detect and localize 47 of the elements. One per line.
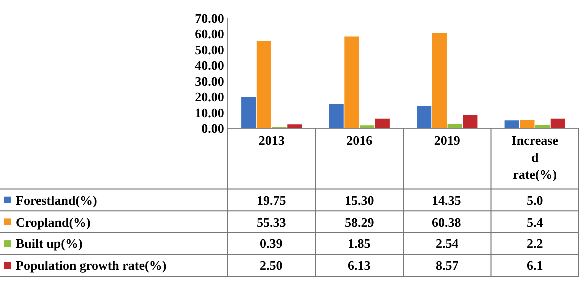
y-tick-label: 50.00: [195, 42, 224, 58]
y-tick-label: 60.00: [195, 26, 224, 42]
data-label: 60.38: [432, 215, 462, 230]
data-label: 1.85: [348, 236, 372, 251]
bar: [288, 124, 302, 129]
data-label: 6.13: [348, 258, 372, 273]
bar: [256, 41, 272, 129]
bar: [448, 124, 462, 129]
bar: [550, 118, 566, 129]
bar: [504, 120, 520, 129]
bar: [329, 104, 344, 129]
data-label: 15.30: [345, 193, 374, 208]
data-label: 14.35: [432, 193, 462, 208]
x-tick-label: 2016: [346, 133, 374, 148]
y-tick-label: 20.00: [195, 90, 224, 105]
data-label: 55.33: [257, 215, 287, 230]
data-label: 19.75: [257, 193, 287, 208]
data-label: 58.29: [345, 215, 375, 230]
bar: [375, 118, 390, 129]
legend-label: Forestland(%): [16, 193, 98, 208]
y-tick-label: 0.00: [202, 121, 224, 136]
data-label: 8.57: [436, 258, 460, 273]
y-tick-label: 30.00: [195, 74, 224, 89]
data-label: 5.4: [527, 215, 544, 230]
legend-label: Built up(%): [16, 236, 83, 251]
y-tick-label: 40.00: [195, 58, 224, 74]
bar: [344, 36, 360, 129]
data-label: 2.2: [527, 236, 544, 251]
y-tick-label: 10.00: [195, 105, 224, 120]
x-tick-label: 2013: [258, 133, 286, 148]
bar: [536, 125, 550, 129]
y-tick-label: 70.00: [195, 10, 224, 26]
bar: [417, 106, 432, 129]
bar: [242, 97, 256, 129]
bar: [520, 120, 535, 129]
data-label: 2.50: [260, 258, 283, 273]
bar: [463, 115, 478, 129]
data-label: 2.54: [436, 236, 460, 251]
data-label: 6.1: [527, 258, 544, 273]
x-tick-label: Increased rate(%): [512, 133, 559, 182]
x-tick-label: 2019: [434, 133, 461, 148]
data-label: 5.0: [527, 193, 544, 208]
bar: [432, 34, 447, 129]
legend-label: Population growth rate(%): [16, 258, 167, 273]
data-label: 0.39: [260, 236, 284, 251]
bar: [360, 126, 375, 129]
legend-label: Cropland(%): [16, 215, 91, 230]
